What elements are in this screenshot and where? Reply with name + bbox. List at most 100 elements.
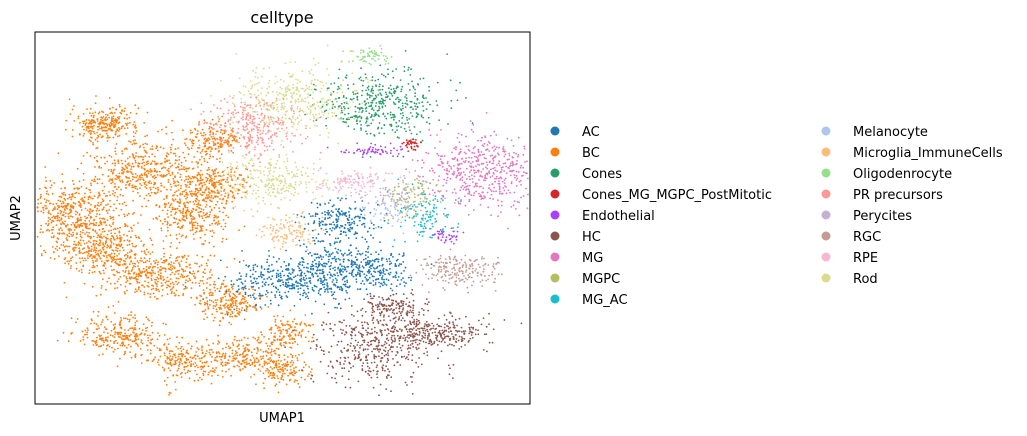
data-point xyxy=(80,244,82,247)
data-point xyxy=(187,342,190,345)
data-point xyxy=(117,247,119,250)
data-point xyxy=(70,196,72,199)
data-point xyxy=(292,115,294,117)
data-point xyxy=(126,244,129,247)
data-point xyxy=(232,186,235,189)
data-point xyxy=(92,250,95,252)
data-point xyxy=(181,193,184,196)
data-point xyxy=(168,357,171,359)
data-point xyxy=(168,172,170,175)
data-point xyxy=(86,216,89,219)
data-point xyxy=(167,229,169,232)
data-point xyxy=(80,236,83,239)
data-point xyxy=(122,167,125,170)
data-point xyxy=(88,188,91,191)
data-point xyxy=(135,112,138,115)
data-point xyxy=(230,297,233,300)
data-point xyxy=(76,187,78,189)
data-point xyxy=(182,129,184,132)
data-point xyxy=(406,119,409,121)
data-point xyxy=(318,113,321,115)
data-point xyxy=(84,192,86,195)
data-point xyxy=(146,334,149,337)
data-point xyxy=(183,180,186,182)
data-point xyxy=(236,183,239,186)
data-point xyxy=(165,348,168,350)
data-point xyxy=(140,184,143,187)
data-point xyxy=(201,191,204,194)
data-point xyxy=(305,191,308,193)
data-point xyxy=(197,191,199,194)
data-point xyxy=(166,223,169,226)
data-point xyxy=(105,224,108,227)
data-point xyxy=(199,193,202,196)
data-point xyxy=(273,377,276,380)
data-point xyxy=(312,97,314,100)
data-point xyxy=(404,50,407,52)
data-point xyxy=(207,191,210,194)
data-point xyxy=(132,272,135,275)
data-point xyxy=(102,339,105,342)
data-point xyxy=(123,317,125,320)
data-point xyxy=(258,363,261,366)
data-point xyxy=(308,70,311,73)
data-point xyxy=(195,364,198,367)
data-point xyxy=(177,367,180,370)
data-point xyxy=(360,129,362,131)
data-point xyxy=(219,157,221,160)
data-point xyxy=(114,323,117,325)
data-point xyxy=(297,192,300,195)
data-point xyxy=(137,265,139,268)
data-point xyxy=(224,222,227,225)
data-point xyxy=(210,300,213,302)
data-point xyxy=(425,108,428,110)
data-point xyxy=(166,338,169,341)
data-point xyxy=(302,87,304,90)
data-point xyxy=(269,357,271,359)
data-point xyxy=(204,370,207,373)
data-point xyxy=(101,260,103,263)
data-point xyxy=(228,288,231,291)
data-point xyxy=(129,251,131,253)
data-point xyxy=(263,116,266,119)
data-point xyxy=(181,212,184,215)
data-point xyxy=(185,209,188,212)
data-point xyxy=(210,209,213,212)
data-point xyxy=(132,245,134,248)
data-point xyxy=(203,268,206,271)
data-point xyxy=(264,185,267,188)
data-point xyxy=(372,55,375,58)
data-point xyxy=(91,197,94,200)
data-point xyxy=(213,316,216,319)
data-point xyxy=(307,108,310,110)
data-point xyxy=(395,98,397,101)
data-point xyxy=(73,223,76,226)
data-point xyxy=(208,213,211,216)
data-point xyxy=(171,290,173,293)
data-point xyxy=(224,195,226,198)
data-point xyxy=(269,360,272,363)
data-point xyxy=(320,100,323,103)
data-point xyxy=(126,214,129,217)
data-point xyxy=(208,351,211,354)
data-point xyxy=(407,122,410,124)
data-point xyxy=(286,363,289,366)
data-point xyxy=(171,267,174,270)
data-point xyxy=(242,155,244,157)
data-point xyxy=(86,333,88,336)
data-point xyxy=(279,99,281,101)
data-point xyxy=(189,279,192,282)
data-point xyxy=(187,194,189,196)
data-point xyxy=(378,55,380,57)
data-point xyxy=(246,168,249,171)
data-point xyxy=(137,288,140,291)
data-point xyxy=(208,371,210,374)
data-point xyxy=(145,184,148,187)
data-point xyxy=(88,223,91,226)
data-point xyxy=(124,107,126,110)
data-point xyxy=(178,265,181,268)
data-point xyxy=(83,251,86,254)
data-point xyxy=(110,129,113,132)
data-point xyxy=(225,299,228,301)
data-point xyxy=(374,94,377,97)
